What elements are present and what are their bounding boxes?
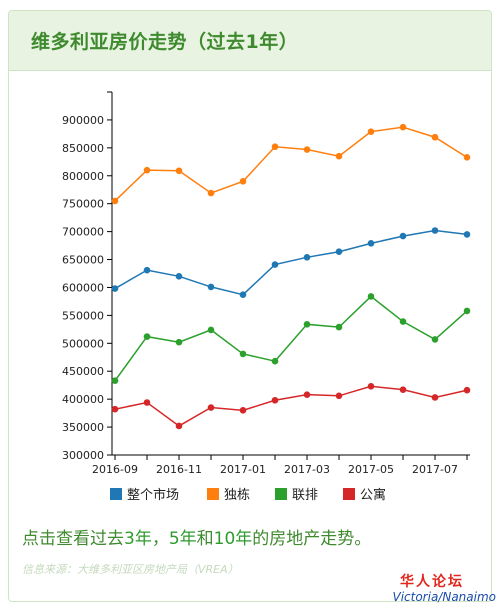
data-point — [431, 133, 439, 141]
data-point — [335, 152, 343, 160]
chart-card: 维多利亚房价走势（过去1年） — [8, 10, 492, 602]
card-title: 维多利亚房价走势（过去1年） — [31, 31, 299, 53]
legend-swatch — [275, 488, 287, 500]
y-tick-label: 300000 — [62, 449, 104, 462]
cta-suffix: 的房地产走势。 — [252, 529, 372, 549]
legend-label: 整个市场 — [127, 487, 179, 503]
data-point — [335, 248, 343, 256]
data-point — [239, 407, 247, 414]
legend-label: 公寓 — [360, 487, 386, 503]
cta-and: 和 — [196, 529, 214, 549]
data-point — [399, 123, 407, 131]
data-point — [335, 392, 343, 400]
legend-swatch — [343, 488, 355, 500]
data-point — [463, 386, 471, 394]
data-point — [367, 293, 375, 300]
x-tick-label: 2017-05 — [348, 463, 394, 476]
data-point — [207, 404, 215, 411]
data-point — [175, 272, 183, 280]
y-tick-label: 800000 — [62, 170, 104, 183]
period-links-text: 点击查看过去3年，5年和10年的房地产走势。 — [22, 524, 371, 549]
legend-label: 独栋 — [224, 487, 250, 503]
cta-prefix: 点击查看过去 — [22, 529, 124, 549]
card-header: 维多利亚房价走势（过去1年） — [9, 11, 491, 71]
data-point — [143, 399, 151, 406]
data-point — [207, 283, 215, 291]
legend-swatch — [110, 488, 122, 500]
y-tick-label: 650000 — [62, 254, 104, 267]
data-point — [463, 307, 471, 315]
data-point — [239, 350, 247, 358]
data-point — [271, 396, 279, 404]
data-point — [111, 405, 119, 413]
y-tick-label: 600000 — [62, 281, 104, 294]
data-point — [303, 391, 311, 398]
y-tick-label: 350000 — [62, 421, 104, 434]
data-point — [271, 261, 279, 268]
data-point — [463, 154, 471, 161]
y-tick-label: 400000 — [62, 393, 104, 406]
link-3-years[interactable]: 3年 — [124, 529, 152, 549]
link-10-years[interactable]: 10年 — [213, 529, 253, 549]
data-point — [399, 386, 407, 393]
data-point — [175, 167, 183, 175]
data-point — [399, 232, 407, 240]
data-point — [239, 291, 247, 299]
data-point — [175, 338, 183, 346]
price-trend-chart: 300000 350000 400000 450000 500000 550000 6000… — [62, 91, 471, 503]
y-tick-label: 900000 — [62, 114, 104, 127]
data-point — [367, 128, 375, 135]
link-5-years[interactable]: 5年 — [168, 529, 197, 549]
x-tick-label: 2016-09 — [92, 463, 138, 476]
data-point — [207, 189, 215, 197]
y-tick-label: 450000 — [62, 365, 104, 378]
data-point — [207, 326, 215, 334]
series-line — [114, 126, 468, 202]
legend-swatch — [207, 488, 219, 500]
data-point — [367, 383, 375, 390]
data-point — [303, 254, 311, 261]
data-point — [143, 333, 151, 340]
y-tick-label: 700000 — [62, 226, 104, 239]
cta-separator: ， — [151, 529, 169, 549]
data-point — [175, 422, 183, 430]
y-tick-label: 850000 — [62, 142, 104, 155]
data-point — [303, 321, 311, 328]
y-tick-label: 500000 — [62, 337, 104, 350]
data-point — [111, 377, 119, 385]
y-tick-label: 750000 — [62, 198, 104, 211]
data-point — [271, 357, 279, 365]
data-point — [239, 178, 247, 185]
data-point — [431, 227, 439, 234]
x-tick-label: 2016-11 — [156, 463, 202, 476]
data-point — [399, 318, 407, 325]
data-point — [463, 231, 471, 238]
x-tick-label: 2017-01 — [220, 463, 266, 476]
data-point — [111, 285, 119, 292]
data-point — [143, 266, 151, 274]
watermark-line-1: 华人论坛 — [400, 574, 464, 590]
legend-label: 联排 — [292, 488, 318, 503]
data-point — [367, 240, 375, 247]
data-point — [111, 197, 119, 205]
data-point — [431, 336, 439, 343]
y-tick-label: 550000 — [62, 309, 104, 322]
data-point — [431, 394, 439, 401]
data-point — [143, 166, 151, 174]
data-point — [271, 143, 279, 151]
data-source-note: 信息来源：大维多利亚区房地产局（VREA） — [22, 563, 239, 576]
data-point — [335, 323, 343, 331]
forum-watermark-logo: 华人论坛 Victoria/Nanaimo — [360, 571, 500, 609]
series-line — [114, 385, 468, 427]
watermark-line-2: Victoria/Nanaimo — [392, 590, 496, 604]
x-tick-label: 2017-03 — [284, 463, 330, 476]
data-point — [303, 146, 311, 153]
x-tick-label: 2017-07 — [412, 463, 458, 476]
series-line — [114, 229, 468, 296]
series-line — [114, 295, 468, 382]
